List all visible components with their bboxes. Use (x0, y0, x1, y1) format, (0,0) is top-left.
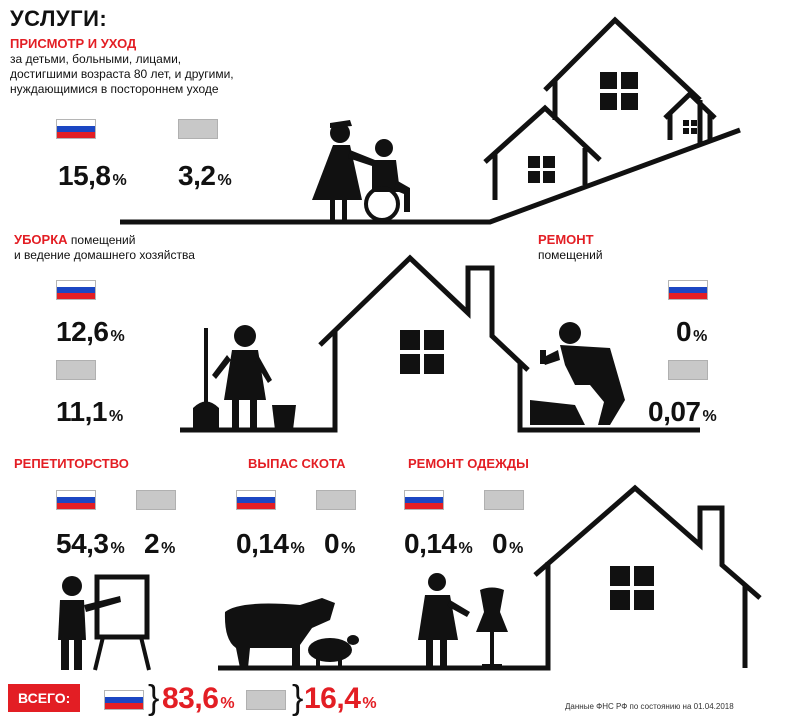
total-other-value: 16,4% (304, 682, 377, 715)
cleaning-title: УБОРКА (14, 232, 68, 247)
top-small-window-icon (528, 156, 555, 183)
cleaning-ru-value: 12,6% (56, 316, 125, 347)
grazing-ru-value: 0,14% (236, 528, 305, 559)
care-desc-line-3: нуждающимися в постороннем уходе (10, 82, 219, 96)
foreign-flag-icon (136, 490, 176, 510)
russia-flag-icon (56, 119, 96, 139)
middle-house (180, 254, 700, 433)
source-note: Данные ФНС РФ по состоянию на 01.04.2018 (565, 702, 734, 711)
russia-flag-icon (104, 690, 144, 710)
cleaning-other-value: 11,1% (56, 396, 123, 427)
care-desc-line-2: достигшими возраста 80 лет, и другими, (10, 67, 234, 81)
repair-other-value: 0,07% (648, 396, 717, 427)
top-house-tiny (663, 90, 717, 140)
page-title: УСЛУГИ: (10, 6, 108, 31)
foreign-flag-icon (484, 490, 524, 510)
russia-flag-icon (404, 490, 444, 510)
clothes-title: РЕМОНТ ОДЕЖДЫ (408, 456, 529, 471)
top-big-window-icon (600, 72, 638, 110)
sheep-icon (308, 635, 359, 670)
foreign-flag-icon (56, 360, 96, 380)
grazing-title: ВЫПАС СКОТА (248, 456, 346, 471)
care-title: ПРИСМОТР И УХОД (10, 36, 137, 51)
bottom-house (218, 484, 762, 671)
top-house-big (543, 16, 703, 145)
brace-icon: } (292, 679, 304, 717)
russia-flag-icon (56, 280, 96, 300)
cleaning-desc-inline: помещений (70, 233, 136, 247)
total-ru-value: 83,6% (162, 682, 235, 715)
repair-title: РЕМОНТ (538, 232, 594, 247)
foreign-flag-icon (246, 690, 286, 710)
care-desc-line-1: за детьми, больными, лицами, (10, 52, 182, 66)
repair-worker-icon (530, 322, 625, 425)
tutoring-title: РЕПЕТИТОРСТВО (14, 456, 129, 471)
russia-flag-icon (56, 490, 96, 510)
middle-window-icon (400, 330, 444, 374)
cleaning-desc-line-2: и ведение домашнего хозяйства (14, 248, 195, 262)
top-ground-line (120, 127, 741, 225)
tailor-mannequin-icon (418, 573, 508, 668)
repair-ru-value: 0% (676, 316, 707, 347)
care-ru-value: 15,8% (58, 160, 127, 191)
windows (400, 72, 697, 610)
clothes-ru-value: 0,14% (404, 528, 473, 559)
foreign-flag-icon (178, 119, 218, 139)
top-house-small (483, 104, 602, 200)
russia-flag-icon (236, 490, 276, 510)
tutoring-ru-value: 54,3% (56, 528, 125, 559)
cleaning-woman-icon (193, 325, 296, 430)
russia-flag-icon (668, 280, 708, 300)
cleaning-heading: УБОРКА помещений и ведение домашнего хоз… (14, 232, 195, 263)
teacher-board-icon (58, 574, 151, 671)
care-other-value: 3,2% (178, 160, 232, 191)
foreign-flag-icon (316, 490, 356, 510)
clothes-other-value: 0% (492, 528, 523, 559)
foreign-flag-icon (668, 360, 708, 380)
repair-desc: помещений (538, 248, 603, 262)
caregiver-wheelchair-icon (312, 120, 410, 222)
total-badge: ВСЕГО: (8, 684, 81, 712)
grazing-other-value: 0% (324, 528, 355, 559)
tutoring-other-value: 2% (144, 528, 175, 559)
care-desc: за детьми, больными, лицами, достигшими … (10, 52, 234, 97)
bottom-window-icon (610, 566, 654, 610)
top-tiny-window-icon (683, 120, 697, 134)
cow-icon (224, 598, 335, 668)
brace-icon: } (148, 679, 160, 717)
